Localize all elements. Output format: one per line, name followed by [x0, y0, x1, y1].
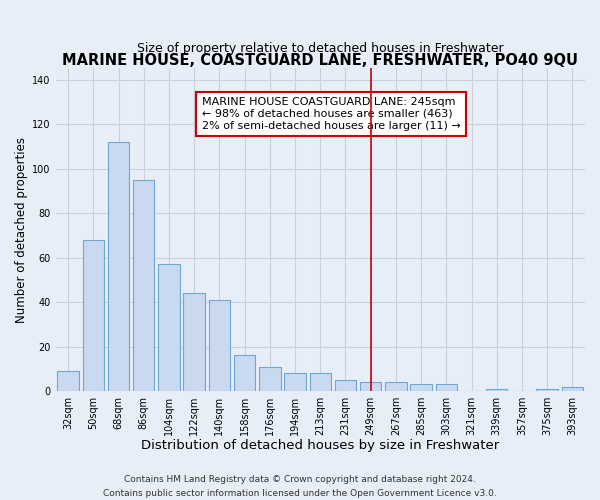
Bar: [335, 380, 356, 391]
Bar: [184, 293, 205, 391]
Bar: [562, 386, 583, 391]
Bar: [58, 371, 79, 391]
Bar: [133, 180, 154, 391]
Bar: [259, 366, 281, 391]
Title: MARINE HOUSE, COASTGUARD LANE, FRESHWATER, PO40 9QU: MARINE HOUSE, COASTGUARD LANE, FRESHWATE…: [62, 54, 578, 68]
Y-axis label: Number of detached properties: Number of detached properties: [15, 136, 28, 322]
Bar: [385, 382, 407, 391]
Bar: [83, 240, 104, 391]
Bar: [360, 382, 382, 391]
Bar: [436, 384, 457, 391]
Bar: [209, 300, 230, 391]
Bar: [234, 356, 256, 391]
Bar: [486, 389, 508, 391]
Bar: [310, 374, 331, 391]
Text: Contains HM Land Registry data © Crown copyright and database right 2024.
Contai: Contains HM Land Registry data © Crown c…: [103, 476, 497, 498]
Bar: [284, 374, 306, 391]
Text: MARINE HOUSE COASTGUARD LANE: 245sqm
← 98% of detached houses are smaller (463)
: MARINE HOUSE COASTGUARD LANE: 245sqm ← 9…: [202, 98, 461, 130]
Text: Size of property relative to detached houses in Freshwater: Size of property relative to detached ho…: [137, 42, 503, 56]
X-axis label: Distribution of detached houses by size in Freshwater: Distribution of detached houses by size …: [141, 440, 499, 452]
Bar: [108, 142, 129, 391]
Bar: [410, 384, 432, 391]
Bar: [536, 389, 558, 391]
Bar: [158, 264, 180, 391]
